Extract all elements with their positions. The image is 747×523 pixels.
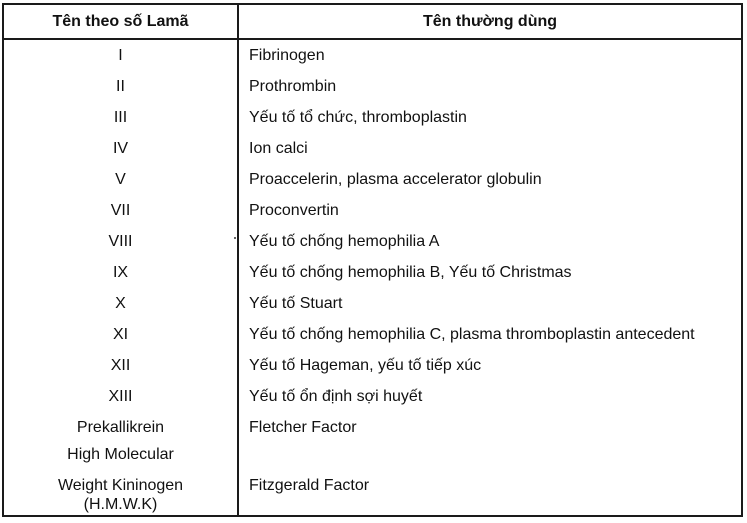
common-cell: Ion calci [249,140,308,157]
table-row: III Yếu tố tổ chức, thromboplastin [4,102,741,133]
table-row: Fitzgerald Factor [4,470,741,501]
common-cell: Yếu tố ổn định sợi huyết [249,388,423,405]
roman-cell: Prekallikrein [76,419,165,436]
table-row: I Fibrinogen [4,40,741,71]
common-cell: Yếu tố Hageman, yếu tố tiếp xúc [249,357,482,374]
table-row: VIII Yếu tố chống hemophilia A [4,226,741,257]
table-row: V Proaccelerin, plasma accelerator globu… [4,164,741,195]
table-row: IX Yếu tố chống hemophilia B, Yếu tố Chr… [4,257,741,288]
hmwk-line-1-text: High Molecular [67,446,174,463]
common-cell: Yếu tố chống hemophilia B, Yếu tố Christ… [249,264,572,281]
common-cell: Yếu tố Stuart [249,295,343,312]
roman-cell: V [115,171,126,188]
roman-cell: XIII [108,388,133,405]
roman-cell: XII [110,357,131,374]
coagulation-factor-table: Tên theo số Lamã Tên thường dùng I Fibri… [2,3,743,517]
table-row: X Yếu tố Stuart [4,288,741,319]
roman-cell: IV [112,140,129,157]
table-row: Prekallikrein Fletcher Factor [4,412,741,443]
table-row: VII Proconvertin [4,195,741,226]
hmwk-line-3-text: (H.M.W.K) [83,496,158,513]
hmwk-line-1: High Molecular [4,445,237,464]
common-cell: Prothrombin [249,78,337,95]
header-common-name: Tên thường dùng [422,13,558,30]
table-row: IV Ion calci [4,133,741,164]
roman-cell: III [113,109,128,126]
roman-cell: XI [112,326,129,343]
roman-cell: I [118,47,123,64]
roman-cell: II [116,78,125,95]
common-cell: Proconvertin [249,202,339,219]
common-cell: Yếu tố chống hemophilia A [249,233,440,250]
header-divider [4,38,741,40]
hmwk-name-cell: Weight Kininogen (H.M.W.K) [4,476,237,514]
common-cell: Fitzgerald Factor [249,477,370,494]
common-cell: Yếu tố tổ chức, thromboplastin [249,109,467,126]
column-divider [237,5,239,515]
common-cell: Fibrinogen [249,47,325,64]
roman-cell: VIII [108,233,133,250]
common-cell: Yếu tố chống hemophilia C, plasma thromb… [249,326,695,343]
roman-cell: IX [112,264,129,281]
roman-cell: VII [110,202,131,219]
hmwk-line-2-text: Weight Kininogen [57,477,184,494]
table-row: XI Yếu tố chống hemophilia C, plasma thr… [4,319,741,350]
table-row: XIII Yếu tố ổn định sợi huyết [4,381,741,412]
header-roman-name: Tên theo số Lamã [52,13,189,30]
roman-cell: X [115,295,126,312]
table-row: II Prothrombin [4,71,741,102]
common-cell: Proaccelerin, plasma accelerator globuli… [249,171,542,188]
table-row: XII Yếu tố Hageman, yếu tố tiếp xúc [4,350,741,381]
scan-speck [234,237,236,239]
common-cell: Fletcher Factor [249,419,357,436]
